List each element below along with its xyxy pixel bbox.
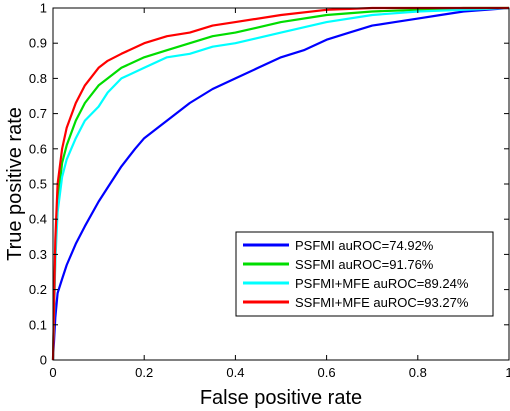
series-line-2 — [51, 6, 510, 361]
y-tick-label: 0.6 — [29, 141, 47, 156]
y-axis-label: True positive rate — [4, 107, 26, 261]
x-tick-label: 0 — [49, 365, 56, 380]
legend-label-3: SSFMI+MFE auROC=93.27% — [295, 295, 469, 310]
x-tick-label: 0.8 — [409, 365, 427, 380]
x-tick-label: 0.4 — [226, 365, 244, 380]
legend-label-2: PSFMI+MFE auROC=89.24% — [295, 276, 469, 291]
series-line-1 — [51, 6, 509, 361]
y-tick-label: 0.5 — [29, 177, 47, 192]
x-tick-label: 0.2 — [135, 365, 153, 380]
y-tick-label: 0.7 — [29, 106, 47, 121]
x-tick-label: 0.6 — [318, 365, 336, 380]
series-line-0 — [51, 6, 510, 361]
tick-marks — [52, 7, 510, 361]
y-tick-label: 0.1 — [29, 317, 47, 332]
y-tick-label: 0.3 — [29, 247, 47, 262]
legend-label-0: PSFMI auROC=74.92% — [295, 238, 434, 253]
y-tick-label: 0.4 — [29, 212, 47, 227]
y-tick-label: 0.2 — [29, 282, 47, 297]
series-layer — [51, 6, 510, 361]
series-line-3 — [51, 6, 509, 361]
legend-label-1: SSFMI auROC=91.76% — [295, 257, 434, 272]
y-tick-label: 0.9 — [29, 36, 47, 51]
x-tick-label: 1 — [505, 365, 510, 380]
y-tick-labels: 0 0.1 0.2 0.3 0.4 0.5 0.6 0.7 0.8 0.9 1 — [29, 1, 47, 368]
legend: PSFMI auROC=74.92% SSFMI auROC=91.76% PSFM… — [235, 231, 494, 317]
y-tick-label: 0.8 — [29, 71, 47, 86]
legend-items: PSFMI auROC=74.92% SSFMI auROC=91.76% PSFM… — [243, 238, 469, 310]
y-tick-label: 0 — [40, 353, 47, 368]
x-tick-labels: 0 0.2 0.4 0.6 0.8 1 — [49, 365, 510, 380]
y-tick-label: 1 — [40, 1, 47, 16]
x-axis-label: False positive rate — [200, 387, 362, 409]
